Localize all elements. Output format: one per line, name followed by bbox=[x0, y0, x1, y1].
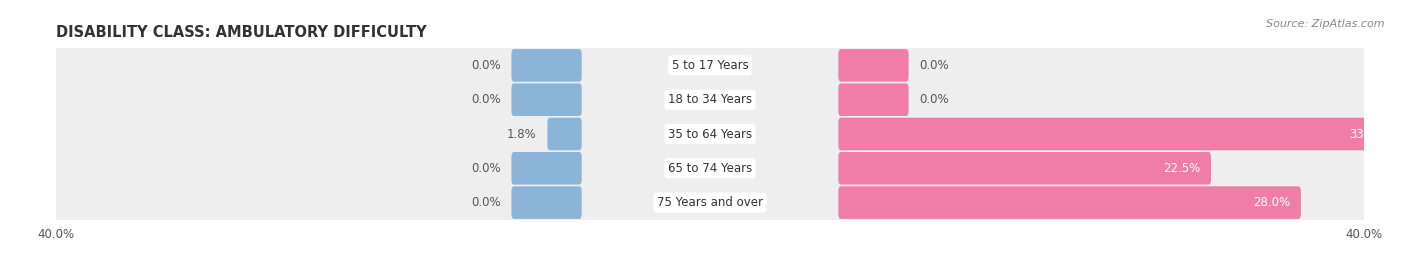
Text: 0.0%: 0.0% bbox=[920, 59, 949, 72]
FancyBboxPatch shape bbox=[512, 83, 582, 116]
Text: 33.9%: 33.9% bbox=[1350, 128, 1386, 140]
Legend: Male, Female: Male, Female bbox=[644, 263, 776, 268]
Text: Source: ZipAtlas.com: Source: ZipAtlas.com bbox=[1267, 19, 1385, 29]
Text: DISABILITY CLASS: AMBULATORY DIFFICULTY: DISABILITY CLASS: AMBULATORY DIFFICULTY bbox=[56, 25, 427, 40]
Text: 22.5%: 22.5% bbox=[1163, 162, 1201, 175]
Text: 0.0%: 0.0% bbox=[471, 59, 501, 72]
FancyBboxPatch shape bbox=[838, 186, 1301, 219]
Text: 28.0%: 28.0% bbox=[1253, 196, 1291, 209]
FancyBboxPatch shape bbox=[55, 41, 1365, 90]
FancyBboxPatch shape bbox=[55, 144, 1365, 193]
FancyBboxPatch shape bbox=[55, 75, 1365, 124]
Text: 0.0%: 0.0% bbox=[471, 196, 501, 209]
Text: 0.0%: 0.0% bbox=[920, 93, 949, 106]
FancyBboxPatch shape bbox=[838, 83, 908, 116]
Text: 1.8%: 1.8% bbox=[508, 128, 537, 140]
Text: 75 Years and over: 75 Years and over bbox=[657, 196, 763, 209]
Text: 18 to 34 Years: 18 to 34 Years bbox=[668, 93, 752, 106]
FancyBboxPatch shape bbox=[55, 109, 1365, 159]
FancyBboxPatch shape bbox=[512, 49, 582, 82]
FancyBboxPatch shape bbox=[838, 118, 1398, 150]
Text: 0.0%: 0.0% bbox=[471, 162, 501, 175]
FancyBboxPatch shape bbox=[838, 152, 1211, 185]
FancyBboxPatch shape bbox=[55, 178, 1365, 227]
FancyBboxPatch shape bbox=[547, 118, 582, 150]
FancyBboxPatch shape bbox=[512, 186, 582, 219]
Text: 5 to 17 Years: 5 to 17 Years bbox=[672, 59, 748, 72]
Text: 65 to 74 Years: 65 to 74 Years bbox=[668, 162, 752, 175]
FancyBboxPatch shape bbox=[838, 49, 908, 82]
FancyBboxPatch shape bbox=[512, 152, 582, 185]
Text: 35 to 64 Years: 35 to 64 Years bbox=[668, 128, 752, 140]
Text: 0.0%: 0.0% bbox=[471, 93, 501, 106]
